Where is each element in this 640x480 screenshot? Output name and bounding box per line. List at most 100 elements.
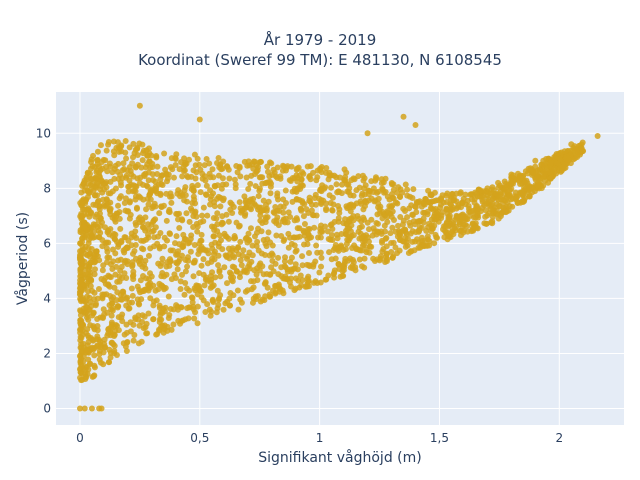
data-point	[331, 245, 338, 252]
data-point	[182, 257, 189, 264]
data-point	[431, 222, 438, 229]
data-point	[189, 199, 196, 206]
data-point	[395, 184, 402, 191]
data-point	[243, 269, 250, 276]
data-point	[568, 141, 575, 148]
data-point	[312, 278, 319, 285]
data-point	[108, 300, 115, 307]
data-point	[288, 254, 295, 261]
data-point	[234, 287, 241, 294]
data-point	[219, 219, 226, 226]
data-point	[353, 187, 360, 194]
data-point	[571, 147, 578, 154]
data-point	[317, 234, 324, 241]
data-point	[105, 282, 112, 289]
data-point	[122, 207, 129, 214]
data-point	[215, 252, 222, 259]
data-point	[211, 226, 218, 233]
data-point	[534, 173, 541, 180]
x-axis-title: Signifikant våghöjd (m)	[258, 449, 421, 466]
data-point	[444, 236, 451, 243]
data-point	[84, 332, 91, 339]
data-point	[79, 183, 86, 190]
data-point	[524, 170, 531, 177]
data-point	[253, 271, 260, 278]
data-point	[574, 152, 581, 159]
data-point	[489, 218, 496, 225]
data-point	[163, 217, 170, 224]
data-point	[203, 155, 210, 162]
data-point	[306, 225, 313, 232]
data-point	[255, 225, 262, 232]
data-point	[272, 289, 279, 296]
data-point	[428, 216, 435, 223]
x-axis-ticks: 0 0,5 1 1,5 2	[76, 431, 563, 445]
data-point	[77, 291, 84, 298]
data-point	[334, 189, 341, 196]
data-point	[318, 263, 325, 270]
data-point	[226, 269, 233, 276]
data-point	[267, 159, 274, 166]
data-point	[454, 213, 461, 220]
data-point	[201, 162, 208, 169]
data-point	[123, 155, 130, 162]
data-point	[255, 247, 262, 254]
data-point	[262, 214, 269, 221]
data-point	[154, 190, 161, 197]
data-point	[201, 282, 208, 289]
data-point	[94, 180, 101, 187]
data-point	[323, 205, 330, 212]
data-point	[594, 133, 601, 140]
data-point	[107, 274, 114, 281]
data-point	[418, 203, 425, 210]
data-point	[397, 193, 404, 200]
data-point	[439, 192, 446, 199]
data-point	[246, 237, 253, 244]
data-point	[171, 271, 178, 278]
data-point	[394, 200, 401, 207]
data-point	[288, 268, 295, 275]
data-point	[297, 206, 304, 213]
data-point	[565, 157, 572, 164]
data-point	[412, 204, 419, 211]
data-point	[217, 273, 224, 280]
data-point	[191, 257, 198, 264]
data-point	[552, 155, 559, 162]
data-point	[99, 189, 106, 196]
data-point	[304, 281, 311, 288]
data-point	[145, 276, 152, 283]
data-point	[77, 266, 84, 273]
data-point	[483, 220, 490, 227]
data-point	[96, 172, 103, 179]
data-point	[203, 182, 210, 189]
data-point	[143, 236, 150, 243]
data-point	[207, 174, 214, 181]
data-point	[221, 230, 228, 237]
data-point	[236, 199, 243, 206]
data-point	[206, 160, 213, 167]
data-point	[166, 256, 173, 263]
data-point	[305, 231, 312, 238]
data-point	[82, 232, 89, 239]
data-point	[301, 221, 308, 228]
data-point	[158, 180, 165, 187]
data-point	[173, 210, 180, 217]
data-point	[443, 199, 450, 206]
data-point	[416, 217, 423, 224]
data-point	[542, 177, 549, 184]
y-tick-label: 4	[43, 291, 51, 305]
data-point	[395, 222, 402, 229]
data-point	[285, 230, 292, 237]
data-point	[472, 224, 479, 231]
data-point	[115, 160, 122, 167]
data-point	[106, 160, 113, 167]
data-point	[180, 231, 187, 238]
data-point	[115, 243, 122, 250]
data-point	[79, 296, 86, 303]
data-point	[365, 187, 372, 194]
data-point	[179, 173, 186, 180]
data-point	[137, 194, 144, 201]
data-point	[166, 206, 173, 213]
data-point	[88, 303, 95, 310]
data-point	[542, 168, 549, 175]
